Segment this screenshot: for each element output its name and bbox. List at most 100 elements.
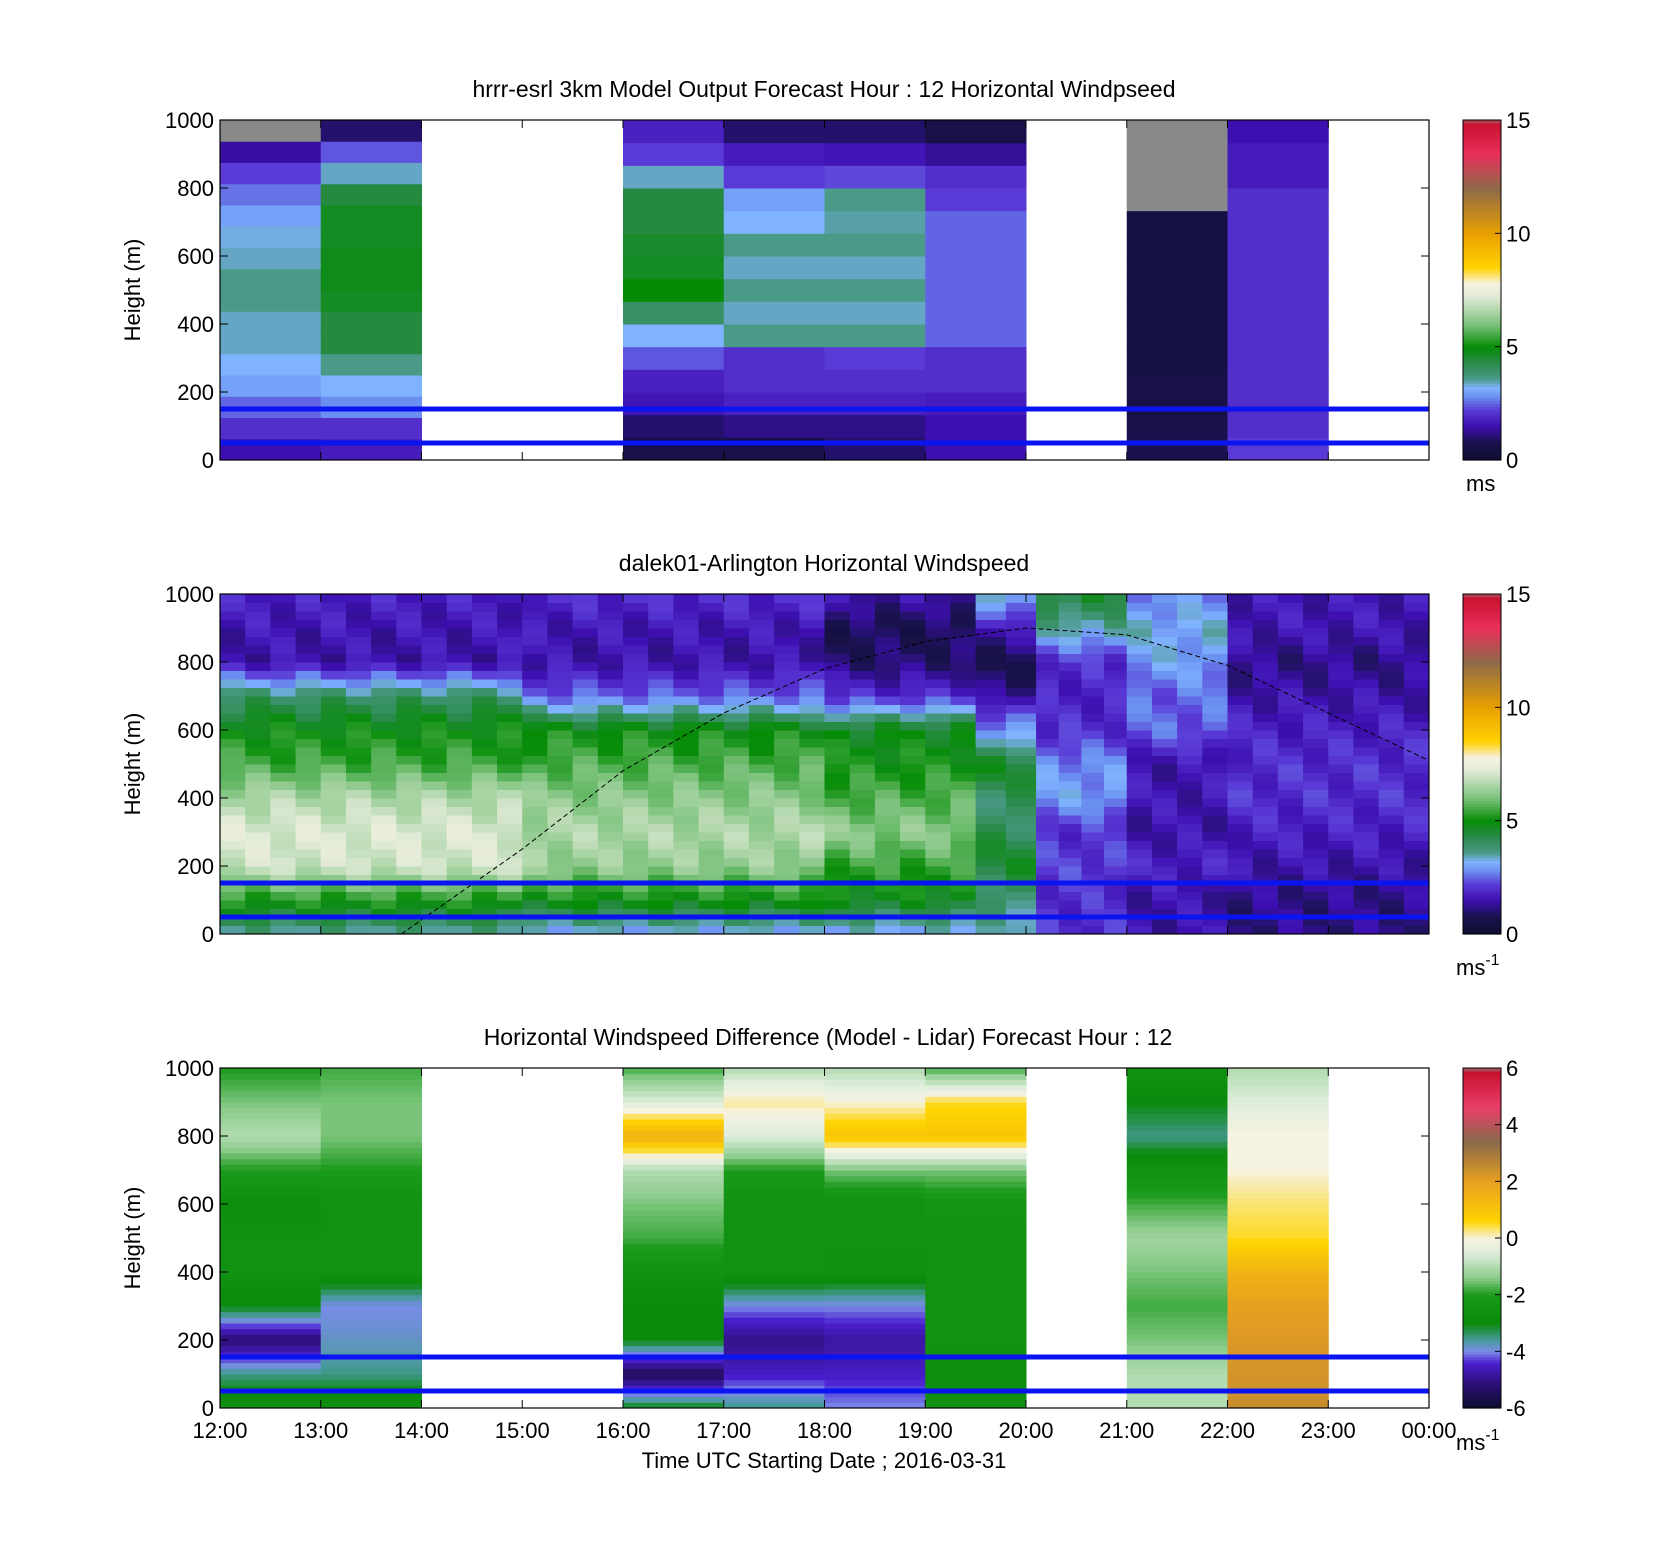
lidar-cell (1081, 704, 1105, 714)
colorbar-segment (1463, 179, 1501, 183)
diff-cell (824, 1175, 926, 1182)
lidar-cell (1036, 764, 1060, 773)
colorbar-segment (1463, 295, 1501, 300)
diff-cell (723, 1209, 825, 1216)
lidar-cell (648, 747, 674, 756)
diff-cell (1227, 1334, 1329, 1341)
diff-cell (1126, 1260, 1228, 1267)
colorbar-segment (1463, 380, 1501, 385)
lidar-cell (245, 874, 271, 884)
colorbar-segment (1463, 613, 1501, 618)
diff-cell (1126, 1328, 1228, 1335)
lidar-cell (1177, 628, 1203, 637)
lidar-cell (1202, 721, 1228, 731)
lidar-cell (874, 721, 901, 731)
lidar-cell (648, 840, 674, 850)
lidar-cell (1005, 679, 1037, 688)
lidar-cell (1353, 764, 1380, 773)
lidar-cell (950, 823, 977, 833)
lidar-cell (497, 908, 523, 918)
lidar-cell (1005, 704, 1037, 714)
colorbar-segment (1463, 451, 1501, 455)
lidar-cell (648, 696, 674, 705)
lidar-cell (698, 781, 725, 790)
lidar-cell (446, 832, 473, 841)
lidar-cell (1403, 602, 1429, 612)
lidar-cell (1227, 594, 1254, 603)
lidar-cell (1126, 619, 1153, 629)
lidar-cell (1227, 696, 1254, 705)
lidar-cell (1303, 679, 1329, 688)
lidar-cell (345, 704, 372, 714)
lidar-cell (522, 738, 548, 748)
lidar-cell (1081, 900, 1105, 909)
lidar-cell (1378, 832, 1405, 841)
lidar-cell (1036, 713, 1060, 722)
lidar-cell (446, 662, 473, 671)
lidar-cell (1177, 636, 1203, 646)
diff-cell (320, 1198, 422, 1205)
diff-cell (1126, 1215, 1228, 1222)
diff-cell (320, 1073, 422, 1080)
diff-cell (320, 1113, 422, 1120)
lidar-cell (345, 883, 372, 892)
lidar-cell (874, 832, 901, 841)
lidar-cell (1177, 900, 1203, 909)
model-cell (623, 188, 725, 212)
lidar-cell (1303, 619, 1329, 629)
lidar-cell (1104, 883, 1128, 892)
lidar-cell (900, 866, 926, 875)
lidar-cell (673, 891, 700, 901)
lidar-cell (950, 900, 977, 909)
diff-cell (320, 1300, 422, 1307)
panel-diff-unit-sup: -1 (1485, 1427, 1499, 1444)
lidar-cell (295, 891, 322, 901)
lidar-cell (824, 781, 851, 790)
lidar-cell (723, 789, 750, 799)
lidar-cell (1378, 696, 1405, 705)
lidar-cell (748, 823, 775, 833)
lidar-cell (1036, 832, 1060, 841)
lidar-cell (320, 806, 347, 816)
lidar-cell (900, 670, 926, 680)
diff-cell (723, 1357, 825, 1364)
lidar-cell (1252, 832, 1279, 841)
diff-cell (1126, 1096, 1228, 1103)
lidar-cell (270, 738, 297, 748)
lidar-cell (623, 670, 649, 680)
lidar-cell (220, 917, 246, 926)
lidar-cell (1104, 645, 1128, 654)
lidar-cell (723, 891, 750, 901)
lidar-cell (1036, 772, 1060, 782)
diff-cell (1227, 1396, 1329, 1403)
lidar-cell (874, 823, 901, 833)
lidar-cell (1202, 738, 1228, 748)
lidar-cell (698, 866, 725, 875)
lidar-cell (1227, 900, 1254, 909)
y-tick-label: 0 (202, 448, 214, 473)
diff-cell (1227, 1085, 1329, 1092)
colorbar-segment (1463, 1388, 1501, 1392)
colorbar-segment (1463, 1223, 1501, 1228)
lidar-cell (925, 823, 951, 833)
colorbar-segment (1463, 1294, 1501, 1299)
lidar-cell (245, 628, 271, 637)
colorbar-segment (1463, 744, 1501, 748)
lidar-cell (874, 781, 901, 790)
colorbar-segment (1463, 1195, 1501, 1199)
lidar-cell (471, 636, 498, 646)
colorbar-segment (1463, 1308, 1501, 1313)
colorbar-tick-label: 10 (1506, 695, 1530, 720)
diff-cell (723, 1311, 825, 1318)
colorbar-segment (1463, 417, 1501, 421)
diff-cell (1227, 1357, 1329, 1364)
lidar-cell (1353, 883, 1380, 892)
colorbar-segment (1463, 341, 1501, 345)
lidar-cell (1202, 611, 1228, 620)
y-tick-label: 400 (177, 1260, 214, 1285)
lidar-cell (1277, 662, 1304, 671)
model-cell (220, 226, 322, 248)
lidar-cell (623, 662, 649, 671)
diff-cell (1227, 1311, 1329, 1318)
diff-cell (220, 1175, 322, 1182)
